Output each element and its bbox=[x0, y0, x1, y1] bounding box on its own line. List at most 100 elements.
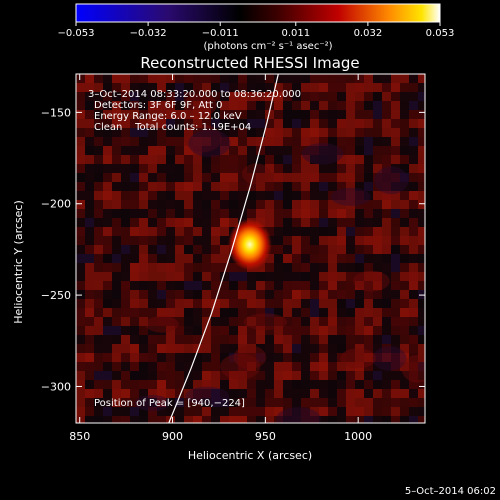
heatmap-cell bbox=[409, 119, 418, 128]
heatmap-cell bbox=[274, 236, 283, 245]
heatmap-cell bbox=[238, 326, 247, 335]
heatmap-cell bbox=[373, 164, 382, 173]
heatmap-cell bbox=[148, 128, 157, 137]
heatmap-cell bbox=[301, 299, 310, 308]
heatmap-cell bbox=[229, 74, 238, 83]
heatmap-cell bbox=[274, 389, 283, 398]
heatmap-cell bbox=[247, 335, 256, 344]
heatmap-cell bbox=[256, 380, 265, 389]
heatmap-cell bbox=[220, 272, 229, 281]
heatmap-cell bbox=[274, 110, 283, 119]
heatmap-cell bbox=[301, 335, 310, 344]
heatmap-cell bbox=[319, 110, 328, 119]
heatmap-cell bbox=[103, 209, 112, 218]
heatmap-cell bbox=[94, 254, 103, 263]
heatmap-cell bbox=[220, 398, 229, 407]
heatmap-cell bbox=[184, 155, 193, 164]
heatmap-cell bbox=[76, 83, 85, 92]
heatmap-cell bbox=[355, 290, 364, 299]
heatmap-cell bbox=[175, 101, 184, 110]
heatmap-cell bbox=[211, 200, 220, 209]
heatmap-cell bbox=[355, 281, 364, 290]
heatmap-cell bbox=[247, 155, 256, 164]
heatmap-cell bbox=[166, 191, 175, 200]
heatmap-cell bbox=[175, 245, 184, 254]
heatmap-cell bbox=[166, 389, 175, 398]
heatmap-cell bbox=[265, 371, 274, 380]
heatmap-cell bbox=[202, 335, 211, 344]
heatmap-cell bbox=[292, 191, 301, 200]
heatmap-cell bbox=[121, 191, 130, 200]
heatmap-cell bbox=[139, 398, 148, 407]
heatmap-cell bbox=[310, 362, 319, 371]
heatmap-cell bbox=[337, 290, 346, 299]
heatmap-cell bbox=[391, 416, 400, 423]
heatmap-cell bbox=[319, 182, 328, 191]
heatmap-cell bbox=[310, 164, 319, 173]
heatmap-cell bbox=[103, 299, 112, 308]
heatmap-cell bbox=[202, 353, 211, 362]
heatmap-cell bbox=[76, 281, 85, 290]
heatmap-cell bbox=[319, 389, 328, 398]
colorbar-unit-label: (photons cm⁻² s⁻¹ asec⁻²) bbox=[203, 41, 332, 52]
heatmap-patch bbox=[185, 386, 230, 405]
heatmap-cell bbox=[256, 308, 265, 317]
colorbar-tick-label: −0.032 bbox=[130, 28, 167, 39]
heatmap-cell bbox=[256, 353, 265, 362]
heatmap-cell bbox=[328, 317, 337, 326]
heatmap-cell bbox=[94, 119, 103, 128]
heatmap-cell bbox=[256, 416, 265, 423]
heatmap-cell bbox=[310, 110, 319, 119]
heatmap-cell bbox=[310, 101, 319, 110]
heatmap-cell bbox=[310, 146, 319, 155]
heatmap-cell bbox=[346, 335, 355, 344]
heatmap-patch bbox=[352, 270, 390, 292]
heatmap-cell bbox=[238, 407, 247, 416]
heatmap-cell bbox=[193, 83, 202, 92]
heatmap-cell bbox=[211, 128, 220, 137]
heatmap-cell bbox=[373, 272, 382, 281]
heatmap-cell bbox=[121, 83, 130, 92]
heatmap-cell bbox=[265, 137, 274, 146]
heatmap-cell bbox=[157, 245, 166, 254]
heatmap-cell bbox=[130, 308, 139, 317]
heatmap-cell bbox=[202, 200, 211, 209]
heatmap-cell bbox=[400, 101, 409, 110]
heatmap-cell bbox=[310, 245, 319, 254]
heatmap-cell bbox=[211, 74, 220, 83]
heatmap-cell bbox=[382, 155, 391, 164]
heatmap-cell bbox=[364, 245, 373, 254]
heatmap-cell bbox=[85, 389, 94, 398]
heatmap-cell bbox=[310, 380, 319, 389]
heatmap-cell bbox=[85, 308, 94, 317]
heatmap-cell bbox=[166, 74, 175, 83]
heatmap-cell bbox=[400, 137, 409, 146]
heatmap-cell bbox=[256, 200, 265, 209]
colorbar-tick-label: 0.011 bbox=[281, 28, 310, 39]
heatmap-cell bbox=[346, 389, 355, 398]
heatmap-cell bbox=[184, 353, 193, 362]
heatmap-cell bbox=[391, 344, 400, 353]
heatmap-cell bbox=[382, 209, 391, 218]
heatmap-cell bbox=[175, 353, 184, 362]
colorbar-tick-label: −0.011 bbox=[202, 28, 239, 39]
heatmap-cell bbox=[94, 74, 103, 83]
heatmap-cell bbox=[193, 209, 202, 218]
heatmap-cell bbox=[184, 299, 193, 308]
heatmap-cell bbox=[418, 389, 425, 398]
heatmap-cell bbox=[292, 155, 301, 164]
heatmap-cell bbox=[256, 326, 265, 335]
heatmap-cell bbox=[292, 137, 301, 146]
heatmap-cell bbox=[85, 155, 94, 164]
heatmap-cell bbox=[220, 83, 229, 92]
heatmap-cell bbox=[112, 362, 121, 371]
heatmap-cell bbox=[265, 164, 274, 173]
heatmap-cell bbox=[157, 344, 166, 353]
heatmap-cell bbox=[364, 290, 373, 299]
heatmap-cell bbox=[346, 155, 355, 164]
heatmap-cell bbox=[247, 119, 256, 128]
heatmap-cell bbox=[238, 128, 247, 137]
heatmap-cell bbox=[355, 371, 364, 380]
heatmap-cell bbox=[175, 416, 184, 423]
heatmap-cell bbox=[346, 83, 355, 92]
